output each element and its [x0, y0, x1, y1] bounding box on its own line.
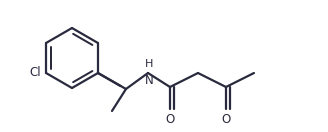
Text: Cl: Cl [30, 67, 41, 79]
Text: O: O [221, 113, 231, 126]
Text: N: N [145, 74, 154, 87]
Text: H: H [145, 59, 153, 69]
Text: O: O [165, 113, 174, 126]
